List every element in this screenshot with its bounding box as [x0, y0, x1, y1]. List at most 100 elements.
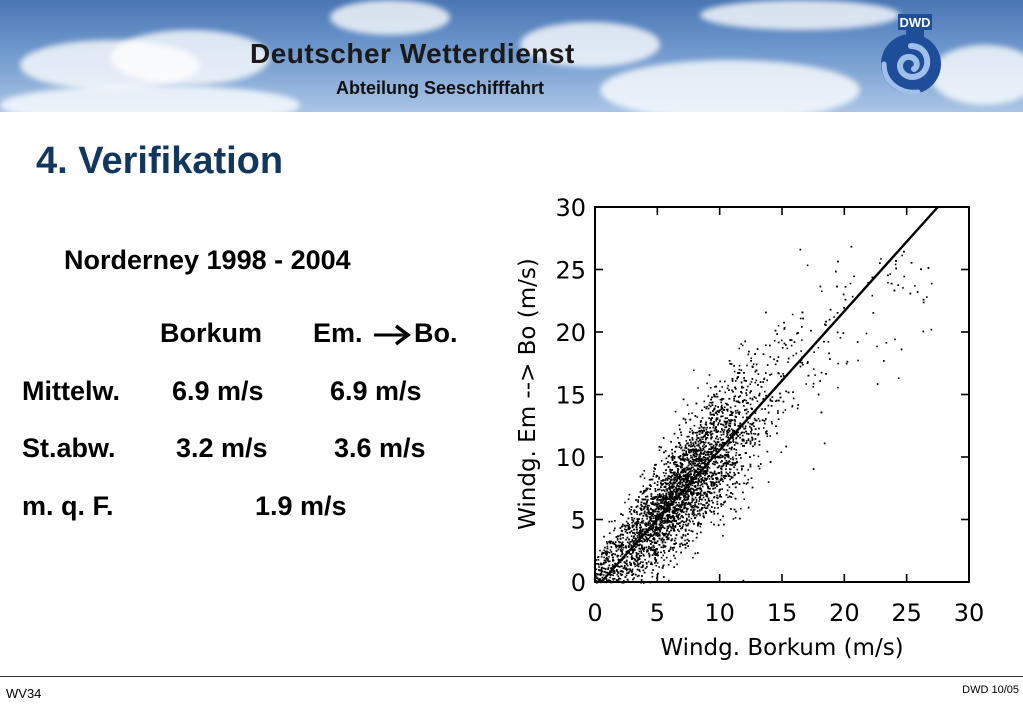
scatter-point [720, 505, 723, 507]
scatter-point [670, 475, 673, 478]
scatter-point [632, 549, 635, 552]
scatter-point [696, 489, 698, 491]
scatter-point [770, 373, 773, 375]
scatter-point [703, 450, 706, 453]
scatter-point [656, 529, 658, 531]
scatter-point [845, 362, 848, 365]
scatter-point [646, 538, 648, 541]
scatter-point [704, 472, 706, 474]
scatter-point [614, 527, 616, 530]
scatter-point [619, 546, 621, 548]
scatter-point [652, 549, 654, 552]
scatter-point [647, 550, 649, 552]
scatter-point [903, 275, 905, 278]
scatter-point [699, 488, 702, 491]
scatter-point [627, 517, 630, 520]
rmse-value: 1.9 m/s [255, 491, 347, 521]
scatter-point [635, 573, 637, 576]
scatter-point [659, 526, 661, 529]
scatter-point [684, 418, 687, 421]
scatter-point [642, 520, 645, 522]
scatter-point [674, 526, 677, 529]
scatter-point [648, 552, 650, 555]
scatter-point [749, 463, 752, 466]
scatter-point [722, 438, 724, 441]
scatter-point [678, 424, 681, 426]
scatter-point [849, 282, 852, 285]
scatter-point [705, 469, 708, 472]
scatter-point [625, 574, 628, 577]
scatter-point [648, 555, 651, 558]
scatter-point [682, 457, 685, 460]
scatter-point [746, 482, 749, 484]
scatter-point [710, 476, 713, 478]
scatter-point [628, 552, 630, 554]
scatter-point [697, 483, 699, 485]
scatter-point [660, 460, 663, 462]
scatter-point [684, 470, 687, 473]
scatter-point [872, 312, 875, 314]
scatter-point [812, 386, 814, 388]
scatter-point [691, 456, 693, 459]
scatter-point [729, 414, 731, 416]
scatter-point [626, 564, 629, 567]
page-title: 4. Verifikation [36, 140, 284, 182]
scatter-point [628, 524, 631, 526]
scatter-point [681, 466, 683, 468]
scatter-point [716, 443, 718, 445]
scatter-point [704, 493, 706, 495]
scatter-point [754, 443, 756, 446]
scatter-point [712, 483, 715, 486]
scatter-point [695, 478, 697, 481]
scatter-point [671, 455, 674, 458]
scatter-point [735, 380, 737, 382]
scatter-point [754, 381, 757, 384]
scatter-point [687, 475, 689, 477]
scatter-point [629, 561, 631, 564]
scatter-point [698, 430, 700, 433]
scatter-point [876, 383, 879, 385]
scatter-point [625, 520, 628, 523]
scatter-point [728, 486, 731, 488]
scatter-point [663, 534, 665, 537]
scatter-point [632, 573, 635, 575]
scatter-point [609, 576, 611, 579]
scatter-point [681, 483, 684, 486]
scatter-point [796, 407, 799, 410]
scatter-point [644, 523, 646, 525]
scatter-point [680, 478, 683, 481]
scatter-point [782, 375, 785, 377]
scatter-point [715, 393, 718, 395]
scatter-point [644, 510, 646, 513]
scatter-point [770, 405, 773, 407]
scatter-point [699, 509, 701, 511]
scatter-point [601, 576, 604, 579]
scatter-point [696, 532, 698, 535]
scatter-point [694, 445, 696, 448]
scatter-point [652, 569, 654, 571]
scatter-point [615, 536, 618, 538]
scatter-point [753, 417, 756, 420]
scatter-point [617, 554, 619, 557]
scatter-point [697, 484, 699, 487]
scatter-point [709, 387, 712, 389]
scatter-point [689, 504, 691, 506]
scatter-point [688, 470, 691, 473]
scatter-point [695, 439, 698, 441]
scatter-point [668, 511, 671, 513]
scatter-point [690, 467, 692, 470]
scatter-point [687, 467, 690, 470]
scatter-point [700, 508, 703, 511]
scatter-point [736, 468, 739, 471]
scatter-point [799, 361, 802, 364]
scatter-point [673, 456, 676, 458]
scatter-point [682, 475, 685, 477]
scatter-point [747, 433, 750, 435]
scatter-point [758, 392, 761, 395]
scatter-point [642, 485, 645, 487]
scatter-point [652, 520, 655, 522]
scatter-point [631, 549, 634, 552]
scatter-point [666, 488, 669, 490]
scatter-point [652, 525, 655, 528]
